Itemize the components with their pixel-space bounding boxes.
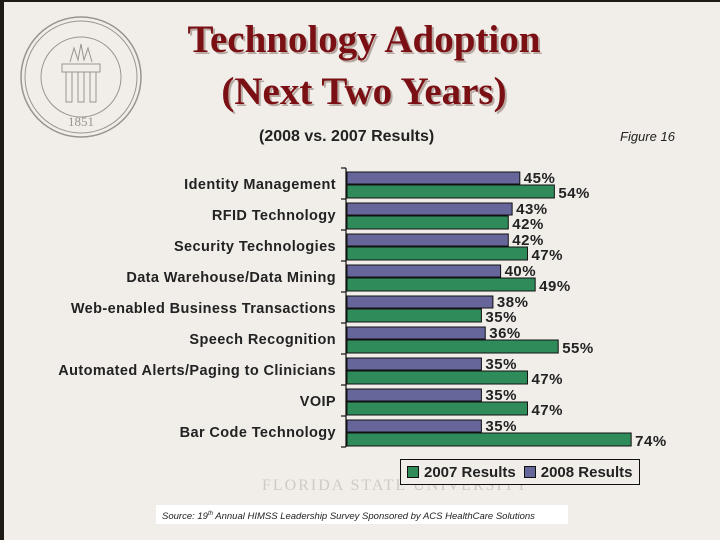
title-line-1: Technology Adoption (187, 18, 541, 61)
bar-2008 (346, 419, 482, 433)
legend-swatch-2007 (407, 466, 419, 478)
data-label: 47% (531, 402, 563, 419)
source-note: Source: 19th Annual HIMSS Leadership Sur… (156, 505, 568, 524)
bar-2007 (346, 277, 536, 292)
legend-label-2008: 2008 Results (540, 463, 633, 481)
category-label: Web-enabled Business Transactions (71, 301, 336, 317)
legend-label-2007: 2007 Results (424, 463, 516, 481)
category-label: Bar Code Technology (180, 425, 336, 441)
category-label: Data Warehouse/Data Mining (126, 270, 336, 286)
chart-subtitle: (2008 vs. 2007 Results) (259, 128, 435, 145)
title-line-2: (Next Two Years) (221, 70, 507, 113)
data-label: 40% (505, 263, 537, 280)
chart-axis (341, 167, 347, 448)
bar-2008 (346, 202, 513, 216)
slide: 1851 Technology Adoption (Next Two Years… (4, 2, 720, 540)
bar-2007 (346, 401, 528, 416)
data-label: 55% (562, 340, 594, 357)
data-label: 45% (524, 170, 556, 187)
source-superscript: th (207, 511, 213, 517)
data-label: 42% (512, 216, 544, 233)
data-label: 47% (531, 247, 563, 264)
bar-2007 (346, 215, 509, 230)
data-label: 38% (497, 294, 529, 311)
chart-legend: 2007 Results 2008 Results (400, 459, 640, 485)
bar-2007 (346, 339, 559, 354)
data-label: 35% (485, 418, 517, 435)
category-label: RFID Technology (212, 208, 336, 224)
bar-2007 (346, 432, 632, 447)
data-label: 54% (558, 185, 590, 202)
data-label: 35% (485, 309, 517, 326)
category-label: VOIP (300, 394, 336, 410)
bar-2007 (346, 370, 528, 385)
source-prefix: Source: 19 (162, 511, 208, 523)
bar-2007 (346, 184, 555, 199)
bar-chart: Identity Management 45%54% RFID Technology… (58, 167, 666, 450)
data-label: 42% (512, 232, 544, 249)
data-label: 49% (539, 278, 571, 295)
bar-2008 (346, 295, 494, 309)
legend-item-2008: 2008 Results (523, 463, 633, 481)
svg-text:1851: 1851 (68, 114, 94, 129)
bar-2007 (346, 246, 528, 261)
legend-item-2007: 2007 Results (407, 464, 516, 481)
data-label: 74% (635, 433, 667, 450)
bar-2008 (346, 171, 521, 185)
bar-2008 (346, 357, 482, 371)
category-label: Identity Management (184, 177, 336, 193)
legend-swatch-2008 (523, 466, 536, 478)
chart-bars (346, 171, 632, 447)
category-label: Speech Recognition (189, 332, 336, 348)
data-label: 43% (516, 201, 548, 218)
bar-2007 (346, 308, 482, 323)
data-label: 35% (485, 387, 517, 404)
chart-labels: Identity Management 45%54% RFID Technology… (58, 170, 666, 450)
data-label: 35% (485, 356, 517, 373)
source-suffix: Annual HIMSS Leadership Survey Sponsored… (212, 511, 535, 523)
bar-2008 (346, 388, 482, 402)
bar-2008 (346, 264, 502, 278)
data-label: 47% (531, 371, 563, 388)
category-label: Automated Alerts/Paging to Clinicians (58, 363, 336, 379)
university-seal-icon: 1851 (20, 16, 142, 138)
category-label: Security Technologies (174, 239, 336, 255)
figure-label: Figure 16 (620, 129, 675, 144)
bar-2008 (346, 326, 486, 340)
bar-2008 (346, 233, 509, 247)
data-label: 36% (489, 325, 521, 342)
